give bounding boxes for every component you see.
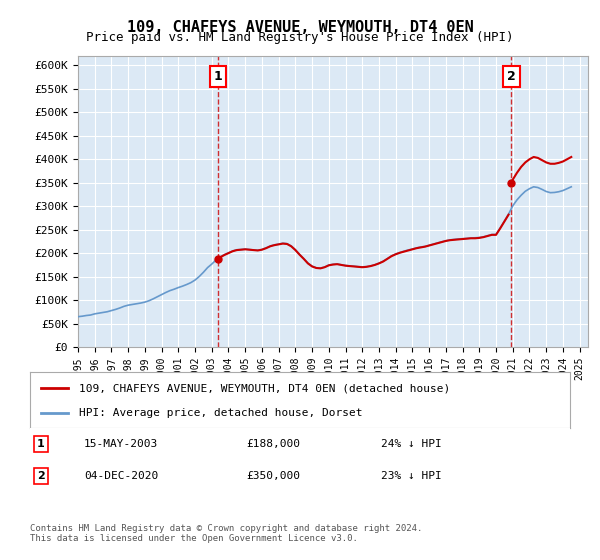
Text: £350,000: £350,000 bbox=[246, 471, 300, 481]
Text: 1: 1 bbox=[37, 439, 44, 449]
Text: 24% ↓ HPI: 24% ↓ HPI bbox=[381, 439, 442, 449]
Text: 2: 2 bbox=[507, 70, 516, 83]
Text: HPI: Average price, detached house, Dorset: HPI: Average price, detached house, Dors… bbox=[79, 408, 362, 418]
Text: 15-MAY-2003: 15-MAY-2003 bbox=[84, 439, 158, 449]
Text: 04-DEC-2020: 04-DEC-2020 bbox=[84, 471, 158, 481]
Text: 2: 2 bbox=[37, 471, 44, 481]
Text: 23% ↓ HPI: 23% ↓ HPI bbox=[381, 471, 442, 481]
Text: Price paid vs. HM Land Registry's House Price Index (HPI): Price paid vs. HM Land Registry's House … bbox=[86, 31, 514, 44]
Text: 1: 1 bbox=[214, 70, 223, 83]
Text: 109, CHAFEYS AVENUE, WEYMOUTH, DT4 0EN (detached house): 109, CHAFEYS AVENUE, WEYMOUTH, DT4 0EN (… bbox=[79, 383, 450, 393]
Text: £188,000: £188,000 bbox=[246, 439, 300, 449]
Text: Contains HM Land Registry data © Crown copyright and database right 2024.
This d: Contains HM Land Registry data © Crown c… bbox=[30, 524, 422, 543]
Text: 109, CHAFEYS AVENUE, WEYMOUTH, DT4 0EN: 109, CHAFEYS AVENUE, WEYMOUTH, DT4 0EN bbox=[127, 20, 473, 35]
